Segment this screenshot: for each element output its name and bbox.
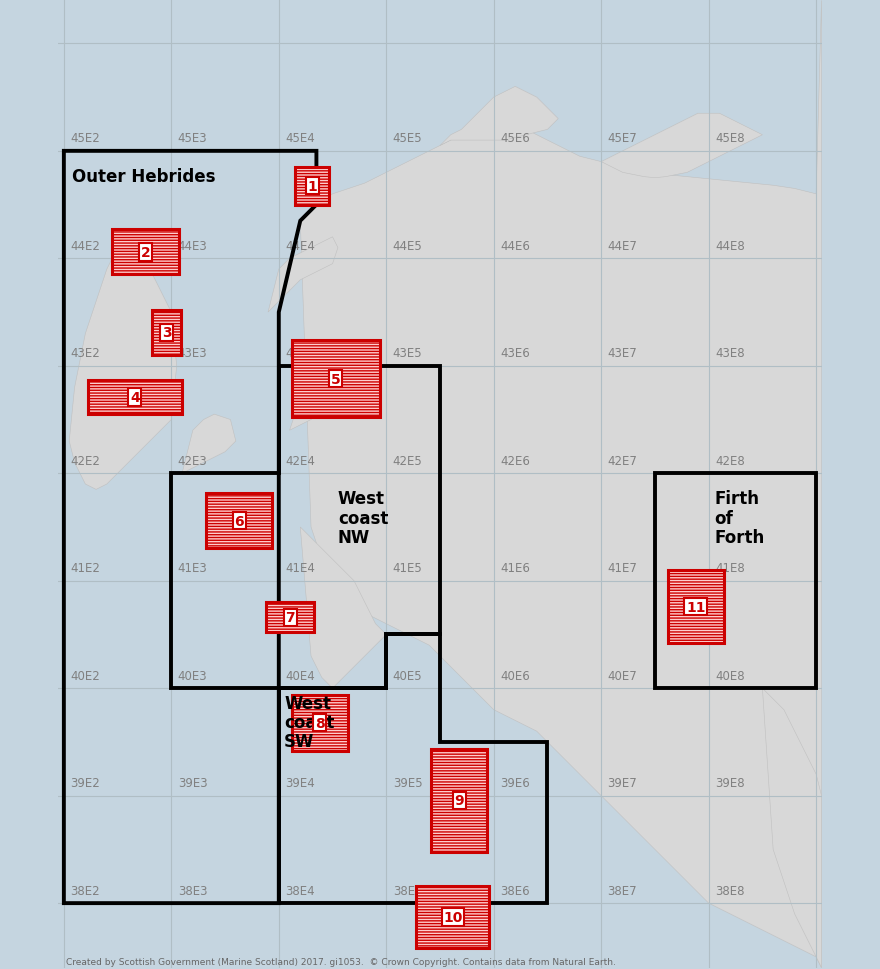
Text: 44E2: 44E2 (70, 239, 100, 253)
Text: 38E3: 38E3 (178, 884, 208, 896)
Text: 40E4: 40E4 (285, 669, 315, 682)
Text: 42E3: 42E3 (178, 454, 208, 467)
Bar (431, 750, 488, 852)
Text: 38E5: 38E5 (392, 884, 422, 896)
Bar (291, 341, 380, 418)
Text: 40E2: 40E2 (70, 669, 100, 682)
Text: 38E7: 38E7 (608, 884, 637, 896)
Text: 38E8: 38E8 (715, 884, 744, 896)
Bar (266, 603, 314, 633)
Bar (113, 230, 179, 275)
Text: 40E6: 40E6 (500, 669, 530, 682)
Text: 43E6: 43E6 (500, 347, 530, 359)
Text: 45E4: 45E4 (285, 132, 315, 145)
Polygon shape (70, 237, 177, 490)
Text: 43E3: 43E3 (178, 347, 208, 359)
Text: 42E6: 42E6 (500, 454, 530, 467)
Text: 11: 11 (686, 600, 706, 614)
Text: 43E8: 43E8 (715, 347, 744, 359)
Text: 44E4: 44E4 (285, 239, 315, 253)
Polygon shape (762, 689, 822, 968)
Text: 40E5: 40E5 (392, 669, 422, 682)
Text: 42E7: 42E7 (608, 454, 637, 467)
Polygon shape (300, 1, 822, 968)
Text: 2: 2 (141, 245, 150, 260)
Text: 6: 6 (234, 514, 244, 528)
Polygon shape (440, 87, 558, 146)
Text: 40E8: 40E8 (715, 669, 744, 682)
Text: 43E7: 43E7 (608, 347, 637, 359)
Text: 5: 5 (331, 372, 341, 387)
Text: Created by Scottish Government (Marine Scotland) 2017. gi1053.  © Crown Copyrigh: Created by Scottish Government (Marine S… (66, 956, 616, 966)
Bar (152, 311, 181, 356)
Text: 45E5: 45E5 (392, 132, 422, 145)
Bar (416, 886, 489, 949)
Bar (295, 168, 329, 205)
Text: 38E2: 38E2 (70, 884, 100, 896)
Text: 44E7: 44E7 (608, 239, 637, 253)
Text: 42E2: 42E2 (70, 454, 100, 467)
Text: 41E3: 41E3 (178, 562, 208, 575)
Bar (291, 695, 348, 751)
Text: 4: 4 (130, 391, 140, 404)
Text: 39E7: 39E7 (608, 776, 637, 790)
Text: West
coast
SW: West coast SW (284, 694, 334, 751)
Polygon shape (300, 527, 386, 689)
Text: 42E5: 42E5 (392, 454, 422, 467)
Polygon shape (601, 114, 762, 178)
Text: 38E4: 38E4 (285, 884, 315, 896)
Polygon shape (268, 237, 338, 313)
Text: 3: 3 (162, 327, 172, 340)
Text: 43E4: 43E4 (285, 347, 315, 359)
Text: West
coast
NW: West coast NW (338, 490, 388, 547)
Text: 45E7: 45E7 (608, 132, 637, 145)
Text: 39E5: 39E5 (392, 776, 422, 790)
Text: 8: 8 (315, 716, 325, 730)
Text: 41E2: 41E2 (70, 562, 100, 575)
Text: Firth
of
Forth: Firth of Forth (714, 490, 765, 547)
Text: 41E7: 41E7 (608, 562, 637, 575)
Text: 45E8: 45E8 (715, 132, 744, 145)
Text: 40E7: 40E7 (608, 669, 637, 682)
Text: 39E2: 39E2 (70, 776, 100, 790)
Text: 43E2: 43E2 (70, 347, 100, 359)
Text: 9: 9 (455, 794, 464, 808)
Text: 41E4: 41E4 (285, 562, 315, 575)
Text: 43E5: 43E5 (392, 347, 422, 359)
Text: 44E8: 44E8 (715, 239, 744, 253)
Text: 7: 7 (285, 610, 295, 625)
Text: Outer Hebrides: Outer Hebrides (72, 168, 216, 186)
Text: 45E3: 45E3 (178, 132, 208, 145)
Text: 45E2: 45E2 (70, 132, 100, 145)
Text: 41E6: 41E6 (500, 562, 530, 575)
Text: 41E8: 41E8 (715, 562, 744, 575)
Text: 45E6: 45E6 (500, 132, 530, 145)
Text: 42E8: 42E8 (715, 454, 744, 467)
Text: 41E5: 41E5 (392, 562, 422, 575)
Text: 39E6: 39E6 (500, 776, 530, 790)
Text: 44E3: 44E3 (178, 239, 208, 253)
Polygon shape (182, 415, 236, 474)
Text: 38E6: 38E6 (500, 884, 530, 896)
Bar (87, 381, 182, 415)
Text: 39E8: 39E8 (715, 776, 744, 790)
Bar (206, 493, 272, 548)
Text: 39E4: 39E4 (285, 776, 315, 790)
Bar (668, 571, 723, 643)
Text: 42E4: 42E4 (285, 454, 315, 467)
Text: 44E6: 44E6 (500, 239, 530, 253)
Text: 39E3: 39E3 (178, 776, 208, 790)
Text: 1: 1 (307, 179, 317, 194)
Text: 40E3: 40E3 (178, 669, 208, 682)
Text: 44E5: 44E5 (392, 239, 422, 253)
Text: 10: 10 (444, 910, 463, 924)
Polygon shape (290, 366, 338, 431)
